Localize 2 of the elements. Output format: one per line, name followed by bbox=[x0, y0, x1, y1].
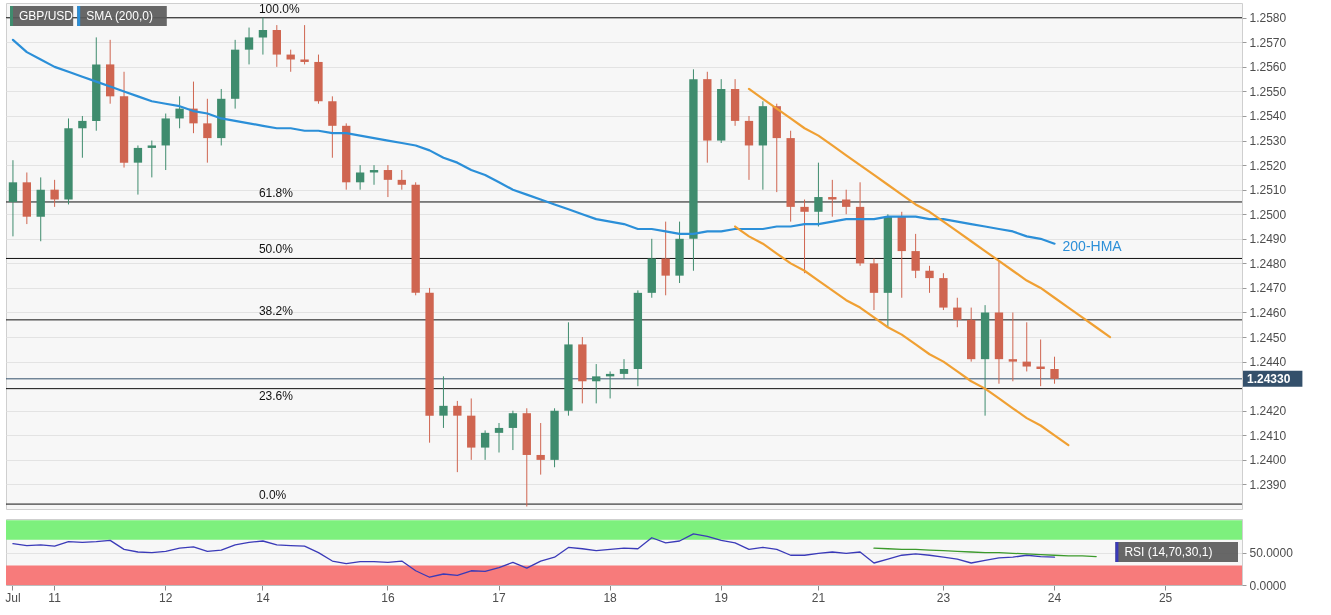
candlestick bbox=[8, 159, 18, 237]
x-tick-label: Jul bbox=[5, 590, 21, 605]
